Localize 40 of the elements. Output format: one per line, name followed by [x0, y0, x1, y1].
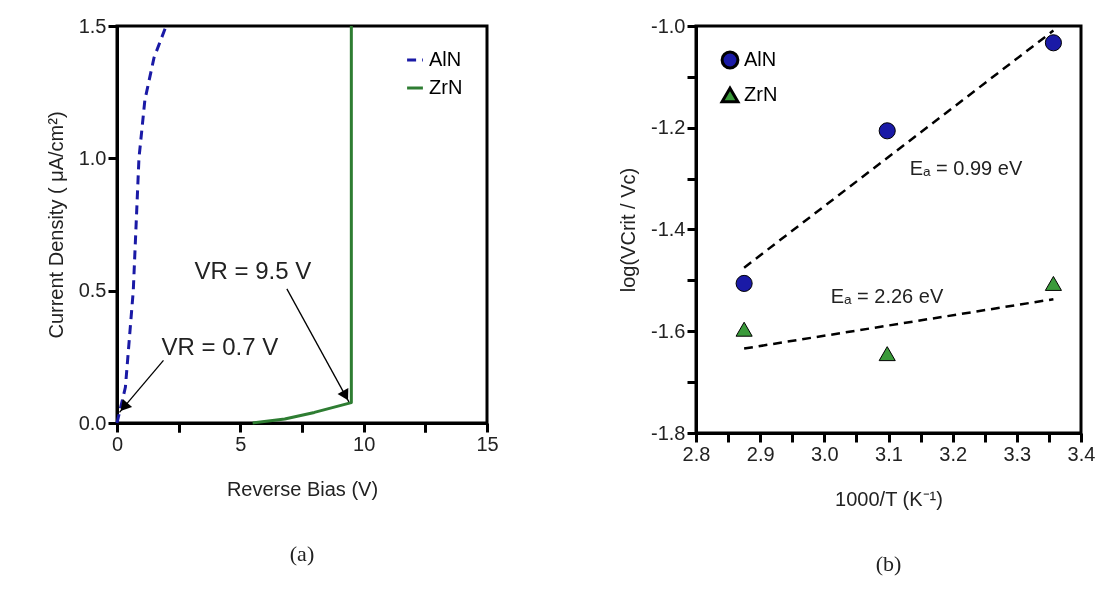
x-axis-title: 1000/T (K⁻¹) — [835, 487, 943, 510]
x-tick-label: 2.9 — [746, 442, 775, 465]
x-tick-label: 10 — [353, 432, 376, 455]
y-tick-label: -1.4 — [651, 218, 686, 240]
point — [735, 321, 753, 337]
point — [878, 346, 896, 362]
y-tick-label: 0.5 — [78, 279, 107, 302]
legend-label: ZrN — [744, 83, 778, 105]
y-axis-title: log(VCrit / Vc) — [617, 167, 640, 293]
y-tick-label: 1.0 — [78, 146, 107, 169]
y-tick-label: 0.0 — [78, 411, 107, 434]
x-tick-label: 15 — [476, 432, 499, 455]
text: (b) — [875, 551, 902, 576]
x-tick-label: 3.2 — [939, 442, 968, 465]
x-tick-label: 2.8 — [682, 442, 711, 465]
x-axis-title: Reverse Bias (V) — [226, 477, 379, 500]
x-tick-label: 3.1 — [875, 442, 903, 465]
y-tick-label: -1.6 — [651, 319, 686, 342]
annotation: VR = 9.5 V — [194, 256, 312, 284]
y-tick-label: 1.5 — [78, 14, 107, 37]
x-tick-label: 3.3 — [1003, 442, 1032, 465]
text: (a) — [289, 541, 315, 566]
legend-label: ZrN — [429, 76, 463, 98]
point — [1044, 34, 1062, 52]
y-axis-title: Current Density ( μA/cm²) — [44, 111, 67, 339]
legend-label: AlN — [744, 48, 777, 70]
x-tick-label: 0 — [111, 432, 124, 455]
x-tick-label: 3.4 — [1067, 442, 1096, 465]
annotation: VR = 0.7 V — [161, 333, 279, 361]
x-tick-label: 3.0 — [810, 442, 839, 465]
y-tick-label: -1.8 — [651, 421, 686, 444]
point — [735, 274, 753, 292]
y-tick-label: -1.0 — [651, 14, 686, 37]
point — [878, 122, 896, 140]
y-tick-label: -1.2 — [651, 116, 686, 139]
annotation: Eₐ = 0.99 eV — [909, 157, 1023, 179]
legend-label: AlN — [429, 48, 462, 70]
x-tick-label: 5 — [235, 432, 247, 455]
point — [1044, 275, 1062, 291]
annotation: Eₐ = 2.26 eV — [830, 285, 944, 307]
